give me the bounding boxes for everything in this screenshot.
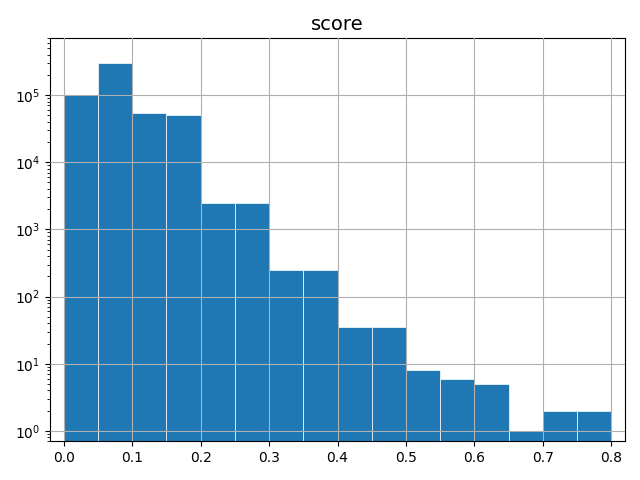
- Bar: [166, 115, 201, 480]
- Bar: [406, 370, 440, 480]
- Bar: [577, 411, 611, 480]
- Bar: [64, 95, 98, 480]
- Bar: [337, 327, 372, 480]
- Bar: [509, 431, 543, 480]
- Bar: [303, 270, 337, 480]
- Bar: [201, 203, 235, 480]
- Bar: [235, 203, 269, 480]
- Bar: [132, 112, 166, 480]
- Bar: [543, 411, 577, 480]
- Title: score: score: [311, 15, 364, 34]
- Bar: [372, 327, 406, 480]
- Bar: [474, 384, 509, 480]
- Bar: [440, 379, 474, 480]
- Bar: [98, 63, 132, 480]
- Bar: [269, 270, 303, 480]
